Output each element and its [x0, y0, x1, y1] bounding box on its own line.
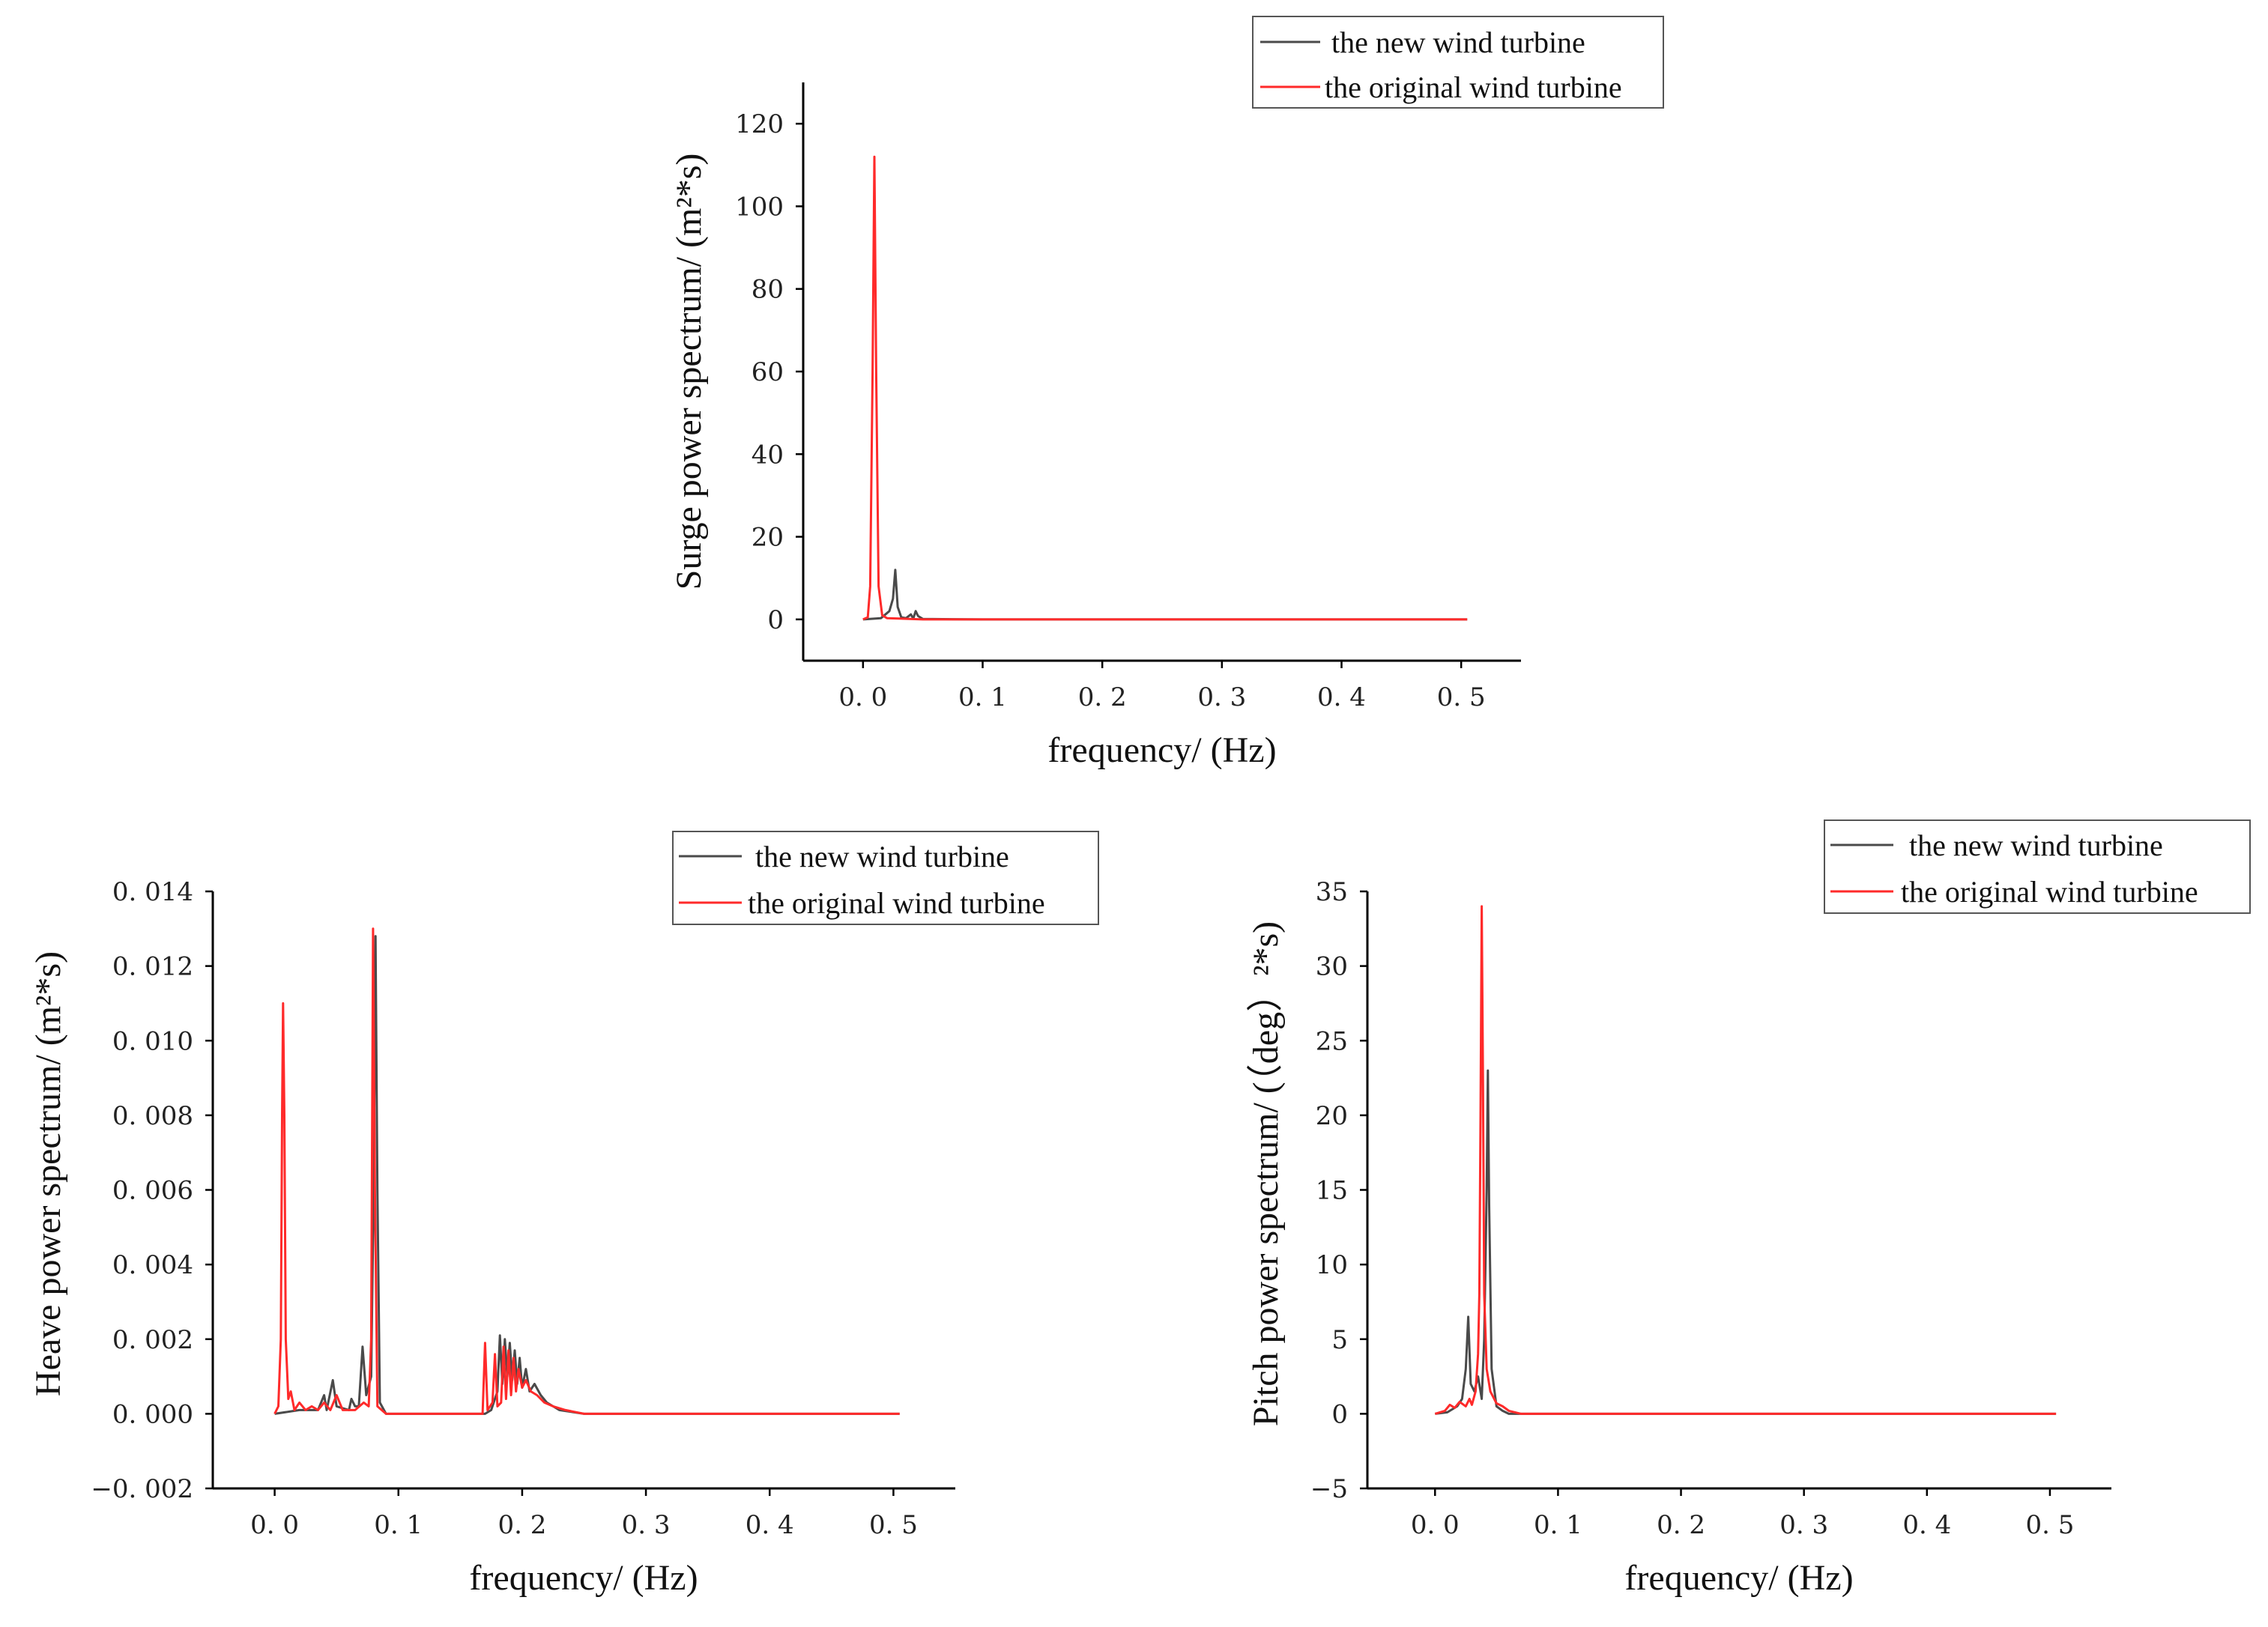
pitch-x-axis-label: frequency/ (Hz) [1624, 1558, 1853, 1598]
surge-ticks: 0. 0 0. 1 0. 2 0. 3 0. 4 0. 5 0 20 40 60 80 100 120 [735, 109, 1486, 712]
heave-y-axis-label: Heave power spectrum/ (m²*s) [28, 951, 68, 1396]
heave-y-tick-label: 0. 014 [112, 877, 193, 907]
heave-ticks: 0. 0 0. 1 0. 2 0. 3 0. 4 0. 5 −0. 002 0. 000 0. … [91, 877, 918, 1540]
pitch-x-tick-label: 0. 5 [2025, 1510, 2074, 1540]
heave-y-tick-label: 0. 006 [112, 1176, 193, 1206]
heave-y-tick-label: −0. 002 [91, 1474, 193, 1504]
heave-legend-label-new: the new wind turbine [755, 840, 1009, 873]
surge-y-axis-label: Surge power spectrum/ (m²*s) [669, 154, 709, 590]
heave-x-tick-label: 0. 1 [374, 1510, 423, 1540]
pitch-series-new-line [1435, 1069, 2057, 1415]
pitch-x-tick-label: 0. 3 [1779, 1510, 1828, 1540]
pitch-y-tick-label: −5 [1310, 1474, 1348, 1504]
surge-y-tick-label: 120 [735, 109, 784, 139]
surge-y-tick-label: 0 [767, 605, 784, 635]
surge-y-tick-label: 40 [752, 440, 784, 470]
pitch-y-tick-label: 20 [1316, 1101, 1348, 1131]
heave-series-new-line [274, 935, 900, 1415]
heave-legend-box [672, 831, 1099, 925]
surge-y-tick-label: 60 [752, 357, 784, 387]
surge-legend-label-new: the new wind turbine [1331, 25, 1585, 59]
heave-x-tick-label: 0. 5 [869, 1510, 918, 1540]
pitch-legend-label-original: the original wind turbine [1901, 875, 2198, 909]
surge-series-new-line [862, 569, 1468, 621]
heave-panel: 0. 0 0. 1 0. 2 0. 3 0. 4 0. 5 −0. 002 0. 000 0. … [28, 831, 1099, 1598]
heave-series-original-line [273, 927, 900, 1415]
surge-x-tick-label: 0. 3 [1197, 682, 1246, 712]
heave-y-tick-label: 0. 010 [112, 1026, 193, 1056]
heave-y-tick-label: 0. 012 [112, 952, 193, 982]
heave-y-tick-label: 0. 008 [112, 1101, 193, 1131]
heave-x-axis-label: frequency/ (Hz) [469, 1558, 698, 1598]
pitch-y-tick-label: 0 [1331, 1399, 1348, 1429]
surge-x-tick-label: 0. 0 [838, 682, 887, 712]
heave-x-tick-label: 0. 0 [250, 1510, 299, 1540]
surge-x-axis-label: frequency/ (Hz) [1047, 730, 1276, 770]
heave-legend: the new wind turbine the original wind t… [672, 831, 1099, 925]
heave-y-tick-label: 0. 000 [112, 1399, 193, 1429]
pitch-x-tick-label: 0. 4 [1902, 1510, 1951, 1540]
heave-x-tick-label: 0. 4 [746, 1510, 794, 1540]
heave-y-tick-label: 0. 004 [112, 1250, 193, 1280]
surge-x-tick-label: 0. 4 [1317, 682, 1366, 712]
pitch-ticks: 0. 0 0. 1 0. 2 0. 3 0. 4 0. 5 −5 0 5 10 15 20 25 30 35 [1310, 877, 2075, 1540]
surge-y-tick-label: 100 [735, 192, 784, 222]
heave-x-tick-label: 0. 3 [622, 1510, 671, 1540]
heave-legend-label-original: the original wind turbine [748, 886, 1045, 920]
surge-legend-box [1252, 16, 1664, 109]
pitch-panel: 0. 0 0. 1 0. 2 0. 3 0. 4 0. 5 −5 0 5 10 15 20 25 30 35… [1246, 819, 2251, 1598]
pitch-x-tick-label: 0. 0 [1411, 1510, 1460, 1540]
surge-y-tick-label: 20 [752, 523, 784, 553]
pitch-series-layer [1434, 905, 2057, 1415]
pitch-legend-box [1824, 819, 2251, 914]
pitch-x-tick-label: 0. 1 [1534, 1510, 1582, 1540]
pitch-series-original-line [1434, 905, 2057, 1415]
surge-series-layer [862, 155, 1468, 621]
heave-x-tick-label: 0. 2 [498, 1510, 546, 1540]
surge-x-tick-label: 0. 5 [1437, 682, 1486, 712]
pitch-y-tick-label: 30 [1316, 952, 1348, 982]
surge-legend-label-original: the original wind turbine [1325, 70, 1622, 104]
pitch-y-tick-label: 25 [1316, 1026, 1348, 1056]
pitch-y-tick-label: 5 [1331, 1325, 1348, 1355]
pitch-y-axis-label: Pitch power spectrum/ (（deg）²*s) [1246, 921, 1286, 1426]
surge-x-tick-label: 0. 1 [958, 682, 1007, 712]
pitch-legend-label-new: the new wind turbine [1909, 828, 2163, 862]
pitch-legend: the new wind turbine the original wind t… [1824, 819, 2251, 914]
heave-y-tick-label: 0. 002 [112, 1325, 193, 1355]
heave-series-layer [273, 927, 900, 1415]
pitch-y-tick-label: 35 [1316, 877, 1348, 907]
pitch-y-tick-label: 10 [1316, 1250, 1348, 1280]
surge-y-tick-label: 80 [752, 275, 784, 305]
surge-x-tick-label: 0. 2 [1078, 682, 1127, 712]
pitch-y-tick-label: 15 [1316, 1176, 1348, 1206]
pitch-x-tick-label: 0. 2 [1657, 1510, 1705, 1540]
surge-series-original-line [862, 155, 1468, 621]
surge-panel: 0. 0 0. 1 0. 2 0. 3 0. 4 0. 5020406080100120 … [669, 16, 1664, 770]
surge-legend: the new wind turbine the original wind t… [1252, 16, 1664, 109]
